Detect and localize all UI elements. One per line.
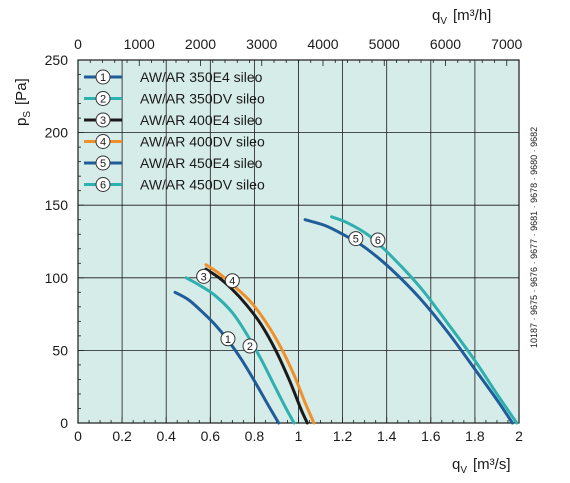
legend-marker-label: 6 <box>100 180 106 192</box>
legend-label-5: AW/AR 450E4 sileo <box>140 155 263 171</box>
y-tick-label: 200 <box>45 125 69 141</box>
x-top-axis-symbol: q <box>432 7 440 24</box>
series-line-2 <box>184 276 296 425</box>
x-tick-label: 0.8 <box>245 428 265 444</box>
x-axis-unit: [m³/s] <box>473 456 511 473</box>
legend-label-4: AW/AR 400DV sileo <box>140 134 265 150</box>
x-top-tick-label: 6000 <box>430 36 461 52</box>
side-note: 10187 · 9675 · 9676 · 9677 · 9681 · 9678… <box>529 127 539 348</box>
legend-label-3: AW/AR 400E4 sileo <box>140 112 263 128</box>
legend-marker-circle <box>95 177 111 192</box>
y-axis-unit: [Pa] <box>13 78 30 105</box>
x-top-tick-label: 4000 <box>307 36 338 52</box>
x-tick-label: 1.8 <box>465 428 485 444</box>
x-top-tick-label: 0 <box>74 36 82 52</box>
x-tick-label: 1.2 <box>333 428 353 444</box>
x-tick-label: 0.6 <box>201 428 221 444</box>
x-tick-label: 1.6 <box>421 428 441 444</box>
curve-marker-circle <box>196 268 212 284</box>
x-top-axis-subscript: V <box>440 16 447 27</box>
y-tick-label: 100 <box>45 270 69 286</box>
legend-marker-circle <box>95 91 111 106</box>
legend-marker-label: 2 <box>100 94 106 106</box>
curve-marker-label: 5 <box>353 234 359 246</box>
y-tick-label: 250 <box>45 52 69 68</box>
legend-label-2: AW/AR 350DV sileo <box>140 91 265 107</box>
x-top-tick-label: 5000 <box>369 36 400 52</box>
x-tick-label: 2 <box>515 428 523 444</box>
curve-marker-label: 3 <box>201 271 207 283</box>
curve-marker-label: 6 <box>375 235 381 247</box>
legend-label-1: AW/AR 350E4 sileo <box>140 69 263 85</box>
curve-marker-circle <box>242 338 258 354</box>
x-top-tick-label: 3000 <box>246 36 277 52</box>
legend-marker-circle <box>95 69 111 85</box>
x-top-axis-unit: [m³/h] <box>453 7 491 24</box>
legend-marker-circle <box>95 112 111 128</box>
curve-marker-label: 4 <box>229 276 235 288</box>
legend-marker-label: 3 <box>100 115 106 127</box>
grid <box>78 60 519 423</box>
curve-marker-label: 1 <box>225 334 231 346</box>
legend-marker-circle <box>95 155 111 171</box>
curve-marker-circle <box>220 331 236 347</box>
y-tick-label: 50 <box>52 342 68 358</box>
legend: 1 AW/AR 350E4 sileo 2 AW/AR 350DV sileo 3 AW/… <box>84 69 265 193</box>
x-axis-subscript: V <box>460 465 467 476</box>
curve-marker-label: 2 <box>247 341 253 353</box>
x-top-tick-label: 7000 <box>491 36 522 52</box>
series-line-5 <box>303 218 514 425</box>
y-tick-label: 0 <box>60 415 68 431</box>
legend-marker-label: 1 <box>100 72 106 84</box>
x-axis-title: qV [m³/s] <box>452 456 511 476</box>
curve-markers: 1 2 3 4 5 6 <box>196 231 386 354</box>
legend-marker-label: 4 <box>100 137 106 149</box>
x-tick-label: 1.4 <box>377 428 397 444</box>
axes: 0 0.2 0.4 0.6 0.8 1 1.2 1.4 1.6 1.8 20 1000 2000 3000… <box>45 36 523 444</box>
x-axis-symbol: q <box>452 456 460 473</box>
x-tick-label: 0.4 <box>156 428 176 444</box>
series-lines <box>173 215 519 425</box>
x-top-tick-label: 2000 <box>185 36 216 52</box>
x-top-axis-title: qV [m³/h] <box>432 7 491 27</box>
x-tick-label: 1 <box>295 428 303 444</box>
x-tick-label: 0 <box>74 428 82 444</box>
curve-marker-circle <box>370 232 386 248</box>
series-line-3 <box>204 267 309 425</box>
curve-marker-circle <box>224 273 240 289</box>
y-axis-symbol: p <box>13 118 30 126</box>
y-axis-title: pS [Pa] <box>13 78 33 126</box>
y-axis-subscript: S <box>22 111 33 118</box>
curve-marker-circle <box>348 231 364 247</box>
series-line-6 <box>330 215 519 425</box>
x-top-tick-label: 1000 <box>124 36 155 52</box>
y-tick-label: 150 <box>45 197 69 213</box>
legend-marker-circle <box>95 134 111 149</box>
legend-marker-label: 5 <box>100 158 106 170</box>
x-tick-label: 0.2 <box>112 428 132 444</box>
series-line-4 <box>204 263 316 425</box>
legend-label-6: AW/AR 450DV sileo <box>140 177 265 193</box>
